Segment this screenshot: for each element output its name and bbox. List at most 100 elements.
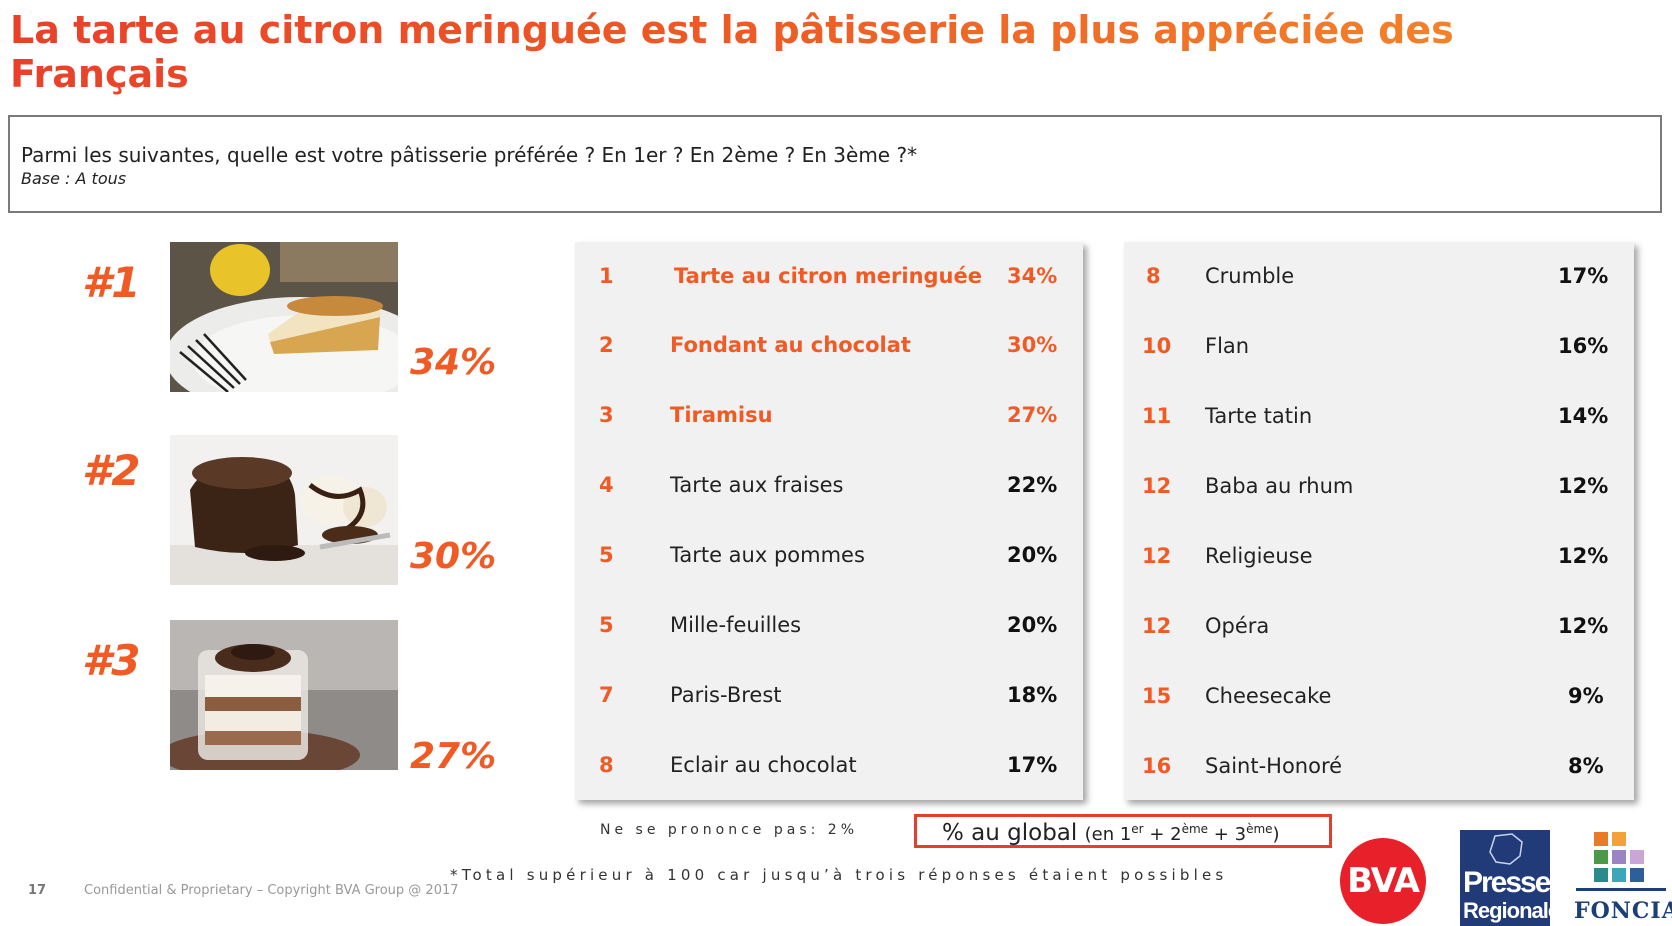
ranking-percentage: 12% (1558, 474, 1609, 498)
ranking-name: Mille-feuilles (670, 613, 802, 637)
ranking-percentage: 14% (1558, 404, 1609, 428)
lemon-meringue-tart-photo (170, 242, 398, 392)
ranking-row: 1 Tarte au citron meringuée 34% (575, 264, 1083, 294)
global-detail-sup2: ème (1181, 822, 1209, 836)
page-number: 17 (28, 883, 47, 898)
ranking-name: Cheesecake (1205, 684, 1332, 708)
ranking-row: 11 Tarte tatin 14% (1124, 404, 1634, 434)
ranking-name: Tarte aux fraises (670, 473, 844, 497)
ranking-row: 16 Saint-Honoré 8% (1124, 754, 1634, 784)
ranking-percentage: 34% (1007, 264, 1058, 288)
ranking-percentage: 8% (1568, 754, 1604, 778)
ranking-name: Opéra (1205, 614, 1270, 638)
ranking-row: 8 Eclair au chocolat 17% (575, 753, 1083, 783)
rank-2-percentage: 30% (410, 536, 497, 577)
ranking-rank: 1 (599, 264, 614, 288)
ranking-name: Tarte tatin (1205, 404, 1313, 428)
no-opinion-note: Ne se prononce pas: 2% (600, 822, 859, 838)
ranking-name: Tarte au citron meringuée (674, 264, 982, 288)
ranking-percentage: 30% (1007, 333, 1058, 357)
ranking-rank: 11 (1142, 404, 1172, 428)
ranking-row: 12 Baba au rhum 12% (1124, 474, 1634, 504)
bva-logo-text: BVA (1347, 861, 1420, 901)
ranking-panel-left: 1 Tarte au citron meringuée 34% 2 Fondan… (575, 242, 1083, 800)
ranking-name: Tarte aux pommes (670, 543, 865, 567)
ranking-row: 8 Crumble 17% (1124, 264, 1634, 294)
ranking-rank: 4 (599, 473, 614, 497)
ranking-name: Paris-Brest (670, 683, 782, 707)
ranking-name: Crumble (1205, 264, 1295, 288)
ranking-name: Religieuse (1205, 544, 1313, 568)
total-footnote: *Total supérieur à 100 car jusqu’à trois… (450, 866, 1228, 884)
ranking-percentage: 22% (1007, 473, 1058, 497)
bva-logo: BVA (1340, 838, 1426, 924)
global-detail-plus2: + 3 (1208, 824, 1247, 845)
rank-1-label: #1 (82, 258, 141, 307)
france-map-icon (1489, 833, 1523, 865)
question-box: Parmi les suivantes, quelle est votre pâ… (8, 115, 1662, 213)
ranking-rank: 10 (1142, 334, 1172, 358)
ranking-percentage: 20% (1007, 543, 1058, 567)
ranking-percentage: 17% (1558, 264, 1609, 288)
ranking-rank: 7 (599, 683, 614, 707)
ranking-percentage: 12% (1558, 544, 1609, 568)
global-detail-close: ) (1272, 824, 1280, 845)
chocolate-fondant-photo (170, 435, 398, 585)
ranking-name: Baba au rhum (1205, 474, 1354, 498)
ranking-row: 7 Paris-Brest 18% (575, 683, 1083, 713)
presse-regionale-logo: Presse Regionale (1460, 830, 1560, 926)
foncia-logo: FONCIA (1572, 828, 1672, 924)
ranking-rank: 12 (1142, 544, 1172, 568)
global-percentage-box: % au global (en 1er + 2ème + 3ème) (914, 814, 1332, 848)
ranking-rank: 5 (599, 543, 614, 567)
global-detail: (en 1er + 2ème + 3ème) (1084, 822, 1280, 845)
ranking-percentage: 9% (1568, 684, 1604, 708)
global-label: % au global (942, 820, 1078, 846)
ranking-rank: 3 (599, 403, 614, 427)
ranking-rank: 12 (1142, 474, 1172, 498)
ranking-row: 4 Tarte aux fraises 22% (575, 473, 1083, 503)
ranking-percentage: 18% (1007, 683, 1058, 707)
ranking-rank: 8 (1146, 264, 1161, 288)
ranking-row: 3 Tiramisu 27% (575, 403, 1083, 433)
ranking-name: Tiramisu (670, 403, 773, 427)
presse-logo-line2: Regionale (1463, 898, 1560, 923)
ranking-row: 5 Tarte aux pommes 20% (575, 543, 1083, 573)
ranking-rank: 8 (599, 753, 614, 777)
global-detail-sup1: er (1131, 822, 1144, 836)
ranking-rank: 5 (599, 613, 614, 637)
ranking-panel-right: 8 Crumble 17% 10 Flan 16% 11 Tarte tatin… (1124, 242, 1634, 800)
ranking-row: 15 Cheesecake 9% (1124, 684, 1634, 714)
rank-1-percentage: 34% (410, 342, 497, 383)
foncia-logo-text: FONCIA (1574, 898, 1672, 924)
ranking-row: 2 Fondant au chocolat 30% (575, 333, 1083, 363)
ranking-percentage: 16% (1558, 334, 1609, 358)
global-detail-sup3: ème (1246, 822, 1273, 836)
presse-logo-line1: Presse (1463, 866, 1551, 899)
ranking-row: 12 Religieuse 12% (1124, 544, 1634, 574)
base-text: Base : A tous (21, 169, 127, 188)
copyright-footer: Confidential & Proprietary – Copyright B… (84, 883, 459, 898)
rank-3-label: #3 (82, 636, 141, 685)
global-detail-plus1: + 2 (1143, 824, 1182, 845)
ranking-name: Fondant au chocolat (670, 333, 911, 357)
rank-3-percentage: 27% (410, 736, 497, 777)
ranking-row: 12 Opéra 12% (1124, 614, 1634, 644)
ranking-percentage: 17% (1007, 753, 1058, 777)
ranking-percentage: 20% (1007, 613, 1058, 637)
ranking-rank: 15 (1142, 684, 1172, 708)
ranking-percentage: 27% (1007, 403, 1058, 427)
page-title: La tarte au citron meringuée est la pâti… (10, 8, 1610, 96)
ranking-row: 5 Mille-feuilles 20% (575, 613, 1083, 643)
ranking-row: 10 Flan 16% (1124, 334, 1634, 364)
ranking-name: Eclair au chocolat (670, 753, 857, 777)
ranking-name: Flan (1205, 334, 1250, 358)
ranking-rank: 2 (599, 333, 614, 357)
rank-2-label: #2 (82, 446, 141, 495)
ranking-percentage: 12% (1558, 614, 1609, 638)
ranking-name: Saint-Honoré (1205, 754, 1343, 778)
ranking-rank: 16 (1142, 754, 1172, 778)
question-text: Parmi les suivantes, quelle est votre pâ… (21, 143, 918, 167)
ranking-rank: 12 (1142, 614, 1172, 638)
global-detail-open: (en 1 (1084, 824, 1132, 845)
